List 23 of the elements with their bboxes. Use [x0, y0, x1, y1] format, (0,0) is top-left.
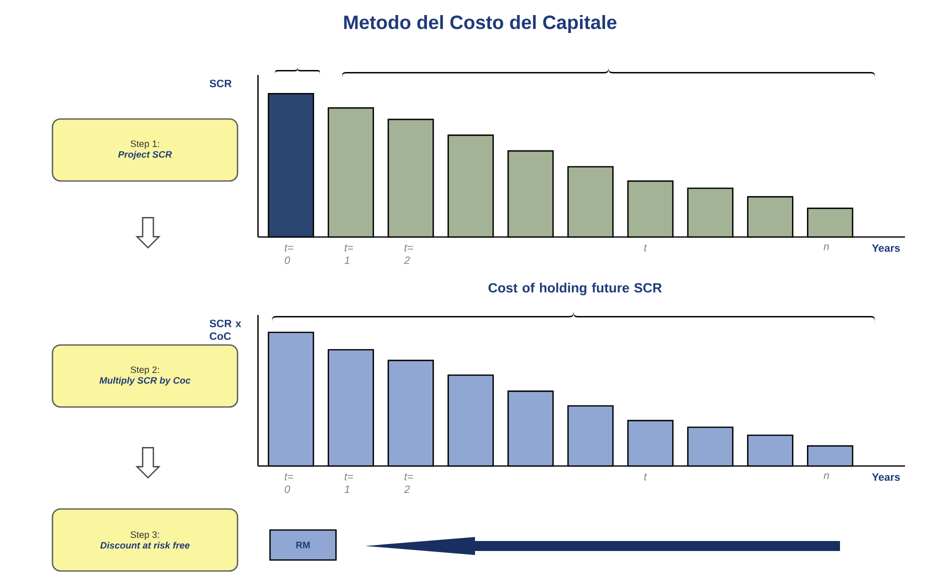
x-tick-label: t= 2	[404, 473, 413, 493]
x-tick-label: n	[824, 244, 829, 250]
y-axis-title: SCR x CoC	[210, 320, 242, 340]
text: Multiply SCR by Coc	[100, 376, 191, 386]
x-tick-label: t	[644, 473, 648, 480]
x-tick-label: n	[824, 473, 829, 480]
text: RM	[296, 542, 310, 548]
text: Step 2:	[130, 366, 159, 375]
x-tick-label: t= 0	[284, 473, 294, 494]
text: Discount at risk free	[100, 542, 190, 549]
text: Cost of holding future SCR	[488, 282, 662, 296]
x-axis-title: Years	[872, 473, 900, 481]
x-tick-label: t= 1	[344, 473, 354, 493]
x-tick-label: t= 2	[404, 244, 413, 264]
x-axis-title: Years	[872, 244, 900, 252]
chart-title: Metodo del Costo del Capitale	[344, 15, 616, 33]
text: Step 3:	[130, 531, 159, 540]
x-tick-label: t	[644, 244, 648, 252]
y-axis-title: SCR	[210, 80, 232, 88]
x-tick-label: t= 0	[284, 244, 294, 264]
text: Project SCR	[118, 150, 172, 160]
x-tick-label: t= 1	[344, 244, 354, 264]
text: Step 1:	[130, 140, 159, 149]
